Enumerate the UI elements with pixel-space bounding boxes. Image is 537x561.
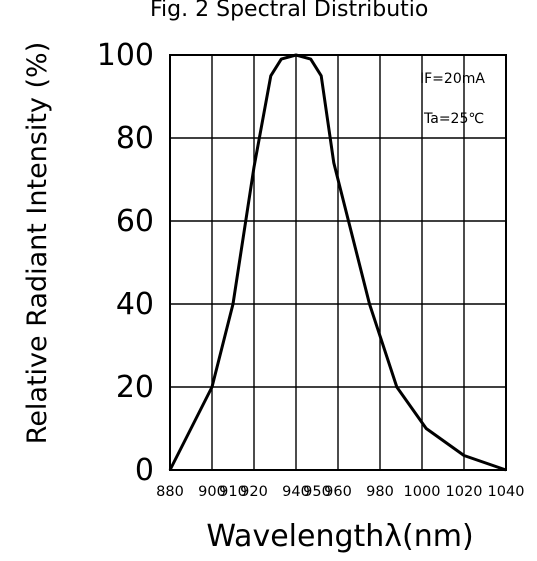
y-tick-label: 0	[135, 453, 154, 488]
y-tick-label: 60	[116, 204, 154, 239]
y-tick-label: 100	[97, 38, 154, 73]
x-axis-label: Wavelengthλ(nm)	[206, 519, 473, 554]
y-tick-label: 80	[116, 121, 154, 156]
x-tick-label: 1000	[404, 484, 441, 500]
x-tick-label: 1020	[446, 484, 483, 500]
x-tick-label: 980	[366, 484, 394, 500]
x-tick-label: 1040	[488, 484, 525, 500]
x-tick-label: 960	[324, 484, 352, 500]
conditions-annotation: IF=20mA Ta=25℃	[420, 71, 485, 127]
forward-current-label: IF=20mA	[420, 71, 485, 87]
x-tick-label: 880	[156, 484, 184, 500]
y-tick-labels: 0 20 40 60 80 100	[97, 38, 154, 488]
y-tick-label: 20	[116, 370, 154, 405]
x-tick-label: 920	[240, 484, 268, 500]
ambient-temperature-label: Ta=25℃	[423, 111, 484, 127]
y-tick-label: 40	[116, 287, 154, 322]
chart-title: Fig. 2 Spectral Distributio	[150, 0, 428, 22]
y-axis-label: Relative Radiant Intensity (%)	[22, 42, 53, 444]
